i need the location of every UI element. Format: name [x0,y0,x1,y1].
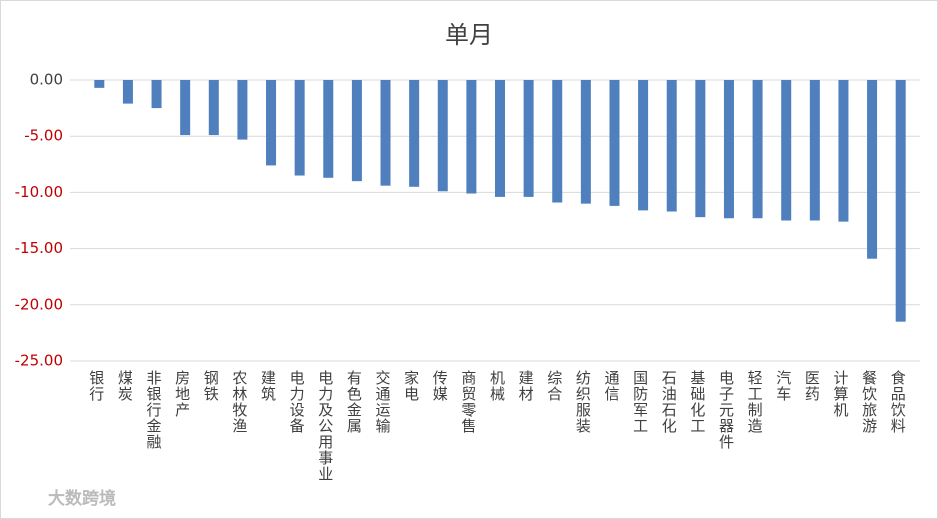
bar [523,80,534,197]
y-tick-label: 0.00 [30,71,63,89]
y-tick-label: -5.00 [24,127,63,145]
x-tick-label: 计算机 [831,370,849,418]
x-tick-label: 轻工制造 [746,370,764,434]
x-tick-label: 非银行金融 [145,370,163,450]
x-tick-label: 银行 [87,370,105,402]
bar [809,80,820,221]
bar [94,80,105,88]
bar [867,80,878,259]
x-tick-label: 石油石化 [660,370,678,434]
x-tick-label: 房地产 [173,370,191,418]
x-tick-label: 基础化工 [688,370,706,434]
bar [266,80,277,166]
x-tick-label: 钢铁 [202,370,220,402]
x-tick-label: 家电 [402,370,420,402]
y-tick-label: -15.00 [15,239,63,257]
x-tick-label: 综合 [545,370,563,402]
x-tick-label: 煤炭 [116,370,134,402]
x-tick-label: 机械 [488,370,506,402]
bar [151,80,162,109]
bar [609,80,620,206]
watermark: 大数跨境 [48,488,116,509]
bar [495,80,505,197]
x-tick-label: 餐饮旅游 [860,370,878,434]
x-tick-label: 电力设备 [288,370,306,434]
x-tick-label: 医药 [803,370,821,402]
bar [351,80,362,182]
x-tick-label: 电子元器件 [717,370,735,450]
x-tick-label: 纺织服装 [574,370,592,434]
bar [294,80,305,176]
x-tick-label: 通信 [602,370,620,402]
bar [552,80,563,203]
x-tick-label: 建材 [517,370,535,402]
x-tick-label: 国防军工 [631,370,649,434]
y-tick-label: -25.00 [15,352,63,370]
bar [237,80,248,140]
bar [838,80,849,222]
bar [638,80,649,211]
bar [380,80,391,186]
bar [437,80,448,192]
bar [752,80,763,219]
x-tick-label: 商贸零售 [459,370,477,434]
bar [208,80,219,136]
bar [180,80,191,136]
x-tick-label: 汽车 [774,370,792,402]
x-tick-label: 农林牧渔 [230,370,248,434]
bar [666,80,677,212]
bar [781,80,792,221]
x-tick-label: 电力及公用事业 [316,370,334,482]
x-tick-label: 传媒 [431,370,449,402]
chart-title: 单月 [445,21,493,49]
bar [466,80,477,194]
bar [323,80,334,178]
y-tick-label: -20.00 [15,295,63,313]
bar [122,80,133,104]
x-tick-label: 建筑 [259,370,277,402]
bar [895,80,906,322]
bar [695,80,706,218]
bar [580,80,591,204]
x-tick-label: 食品饮料 [889,370,907,434]
y-tick-label: -10.00 [15,183,63,201]
x-tick-label: 交通运输 [374,369,392,434]
bar [723,80,734,219]
bar [409,80,420,187]
x-tick-label: 有色金属 [345,370,363,434]
